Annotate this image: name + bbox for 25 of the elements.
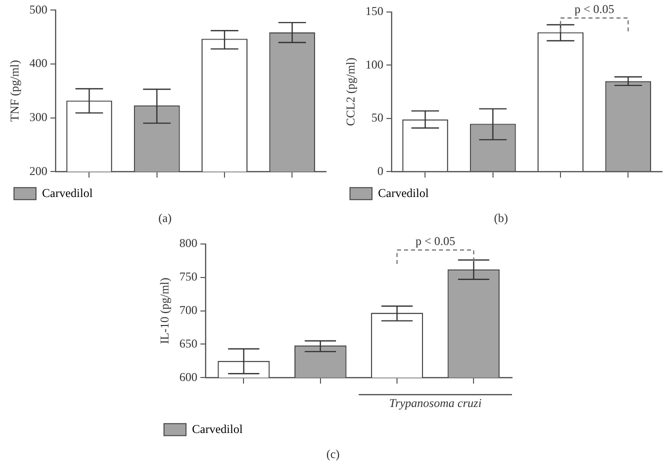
y-axis-title: CCL2 (pg/ml) <box>343 58 358 126</box>
y-tick-label: 650 <box>179 336 198 350</box>
y-tick-label: 600 <box>179 370 198 384</box>
legend-label: Carvedilol <box>42 186 94 200</box>
y-tick-label: 150 <box>365 4 384 18</box>
y-tick-label: 300 <box>29 110 48 124</box>
y-tick-label: 400 <box>29 56 48 70</box>
text: (b) <box>494 210 508 225</box>
annotation: p < 0.05 <box>415 234 456 248</box>
y-tick-label: 0 <box>377 164 384 178</box>
legend-label: Carvedilol <box>192 422 244 436</box>
y-tick-label: 100 <box>365 57 384 72</box>
annotation: p < 0.05 <box>574 2 614 16</box>
text: (c) <box>326 446 340 461</box>
y-axis-title: TNF (pg/ml) <box>7 60 22 122</box>
y-tick-label: 200 <box>29 164 48 178</box>
y-tick-label: 750 <box>179 270 198 284</box>
y-tick-label: 50 <box>371 110 384 125</box>
text: (a) <box>158 210 172 225</box>
y-tick-label: 800 <box>179 236 198 250</box>
legend-label: Carvedilol <box>378 186 430 200</box>
y-tick-label: 700 <box>179 302 198 317</box>
y-tick-label: 500 <box>29 2 48 16</box>
text: Trypanosoma cruzi <box>389 396 482 410</box>
y-axis-title: IL-10 (pg/ml) <box>157 278 172 344</box>
